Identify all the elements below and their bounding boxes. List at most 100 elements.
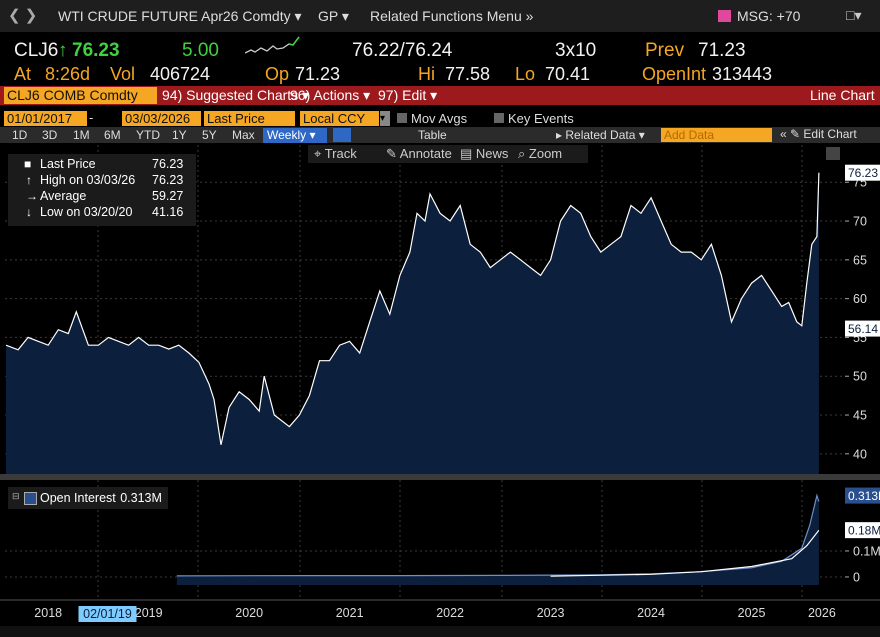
legend-value: 59.27	[152, 189, 184, 203]
security: WTI CRUDE FUTURE Apr26 Comdty	[58, 8, 291, 24]
period[interactable]: Max	[232, 128, 255, 142]
prev-label: Prev	[645, 40, 685, 61]
msg[interactable]: MSG: +70	[737, 8, 801, 24]
tool[interactable]: ⌖ Track	[314, 146, 357, 161]
op: 71.23	[295, 64, 341, 84]
tool-bar: ⌖ Track ✎ Annotate ▤ News ⌕ Zoom	[308, 145, 588, 163]
period[interactable]: 3D	[42, 128, 58, 142]
value-marker	[845, 522, 880, 539]
collapse[interactable]: ⊟	[12, 491, 20, 501]
x-tick-label: 2021	[336, 606, 364, 620]
up-arrow: ↑	[58, 40, 68, 61]
chart-type[interactable]: Line Chart	[810, 87, 875, 103]
msg-icon	[718, 10, 731, 22]
table[interactable]: Table	[418, 128, 447, 142]
oi-name: Open Interest	[40, 491, 116, 505]
menu-security[interactable]: CLJ6 COMB Comdty	[4, 87, 157, 104]
x-tick-label: 2024	[637, 606, 665, 620]
x-tick-label: 2025	[738, 606, 766, 620]
frequency[interactable]: Weekly ▾	[263, 128, 327, 143]
period[interactable]: YTD	[136, 128, 160, 142]
menu-item-label: 96) Actions	[290, 87, 360, 103]
oi: 313443	[712, 64, 773, 84]
period[interactable]: 6M	[104, 128, 121, 142]
cursor-box	[78, 606, 137, 622]
panel-divider[interactable]	[0, 474, 880, 480]
y-tick-label: 40	[853, 447, 867, 461]
lo-label: Lo	[515, 64, 536, 84]
legend: ■ Last Price 76.23 ↑ High on 03/03/26 76.23 → A…	[8, 154, 196, 226]
value-marker	[845, 487, 880, 504]
currency-dropdown[interactable]: ▾	[380, 111, 390, 126]
legend-value: 76.23	[152, 173, 184, 187]
mov-avgs-checkbox[interactable]	[397, 113, 407, 123]
nav-arrows[interactable]: ❮ ❯	[8, 7, 38, 24]
legend-value: 76.23	[152, 157, 184, 171]
menu-item[interactable]: 96) Actions ▾	[290, 87, 371, 103]
sparkline	[245, 36, 300, 54]
period[interactable]: 1Y	[172, 128, 187, 142]
y-tick-label: 45	[853, 409, 867, 423]
legend-icon: ■	[24, 157, 32, 171]
security-menu[interactable]: WTI CRUDE FUTURE Apr26 Comdty ▾	[58, 8, 302, 24]
key-events-checkbox[interactable]	[494, 113, 504, 123]
legend-icon: →	[26, 189, 38, 203]
legend-icon: ↓	[26, 205, 32, 219]
oi-value: 0.313M	[120, 491, 162, 505]
end-date[interactable]: 03/03/2026	[122, 111, 201, 126]
period[interactable]: 1M	[73, 128, 90, 142]
vol-label: Vol	[110, 64, 136, 84]
x-tick-label: 2019	[135, 606, 163, 620]
tool[interactable]: ⌕ Zoom	[518, 146, 563, 161]
x-tick-label: 2018	[34, 606, 62, 620]
mov-avgs[interactable]: Mov Avgs	[411, 111, 468, 126]
value-marker-label: 0.18M	[848, 524, 880, 538]
period-bar: Weekly ▾ Table ▸ Related Data ▾ Add Data…	[0, 127, 880, 143]
lo: 70.41	[545, 64, 591, 84]
related-data: Related Data	[565, 128, 636, 142]
tool-label: News	[475, 146, 509, 161]
scroll-up	[826, 147, 840, 160]
tool-label: Zoom	[528, 146, 563, 161]
size: 3x10	[555, 40, 597, 61]
legend-label: Last Price	[40, 157, 96, 171]
y-tick-label: 0	[853, 570, 860, 584]
edit-chart: Edit Chart	[803, 127, 857, 141]
frequency-label: Weekly	[267, 128, 307, 142]
x-tick-label: 2023	[537, 606, 565, 620]
value-marker	[845, 164, 880, 181]
key-events[interactable]: Key Events	[508, 111, 574, 126]
title-bar: ❮ ❯ WTI CRUDE FUTURE Apr26 Comdty ▾ GP ▾…	[0, 0, 880, 32]
edit-chart-menu[interactable]: « ✎ Edit Chart	[780, 127, 857, 141]
menu-bar: CLJ6 COMB Comdty Line Chart 94) Suggeste…	[0, 86, 880, 105]
value-marker-label: 56.14	[848, 322, 878, 336]
start-date[interactable]: 01/01/2017	[4, 111, 87, 126]
tool[interactable]: ✎ Annotate	[386, 146, 452, 161]
related-menu[interactable]: Related Functions Menu »	[370, 8, 534, 24]
tool-label: Track	[324, 146, 357, 161]
related: Related Functions Menu	[370, 8, 522, 24]
line-icon[interactable]	[333, 128, 351, 142]
gp-menu[interactable]: GP ▾	[318, 8, 349, 24]
x-tick-label: 2020	[235, 606, 263, 620]
vol: 406724	[150, 64, 211, 84]
oi-legend: ⊟ Open Interest 0.313M	[8, 487, 168, 509]
field[interactable]: Last Price	[204, 111, 295, 126]
period[interactable]: 1D	[12, 128, 28, 142]
window-icon[interactable]: □▾	[846, 7, 862, 23]
menu-item[interactable]: 97) Edit ▾	[378, 87, 438, 103]
tool[interactable]: ▤ News	[460, 146, 509, 161]
x-tick-label: 2022	[436, 606, 464, 620]
oi-swatch	[24, 492, 37, 505]
menu-item-label: 97) Edit	[378, 87, 427, 103]
menu-item[interactable]: 94) Suggested Charts ▾	[162, 87, 310, 103]
related-data-menu[interactable]: ▸ Related Data ▾	[556, 128, 645, 142]
y-tick-label: 65	[853, 253, 867, 267]
legend-label: High on 03/03/26	[40, 173, 136, 187]
value-marker-label: 76.23	[848, 166, 878, 180]
currency[interactable]: Local CCY	[300, 111, 379, 126]
period[interactable]: 5Y	[202, 128, 217, 142]
add-data[interactable]: Add Data	[661, 128, 772, 142]
last: 76.23	[72, 40, 120, 61]
